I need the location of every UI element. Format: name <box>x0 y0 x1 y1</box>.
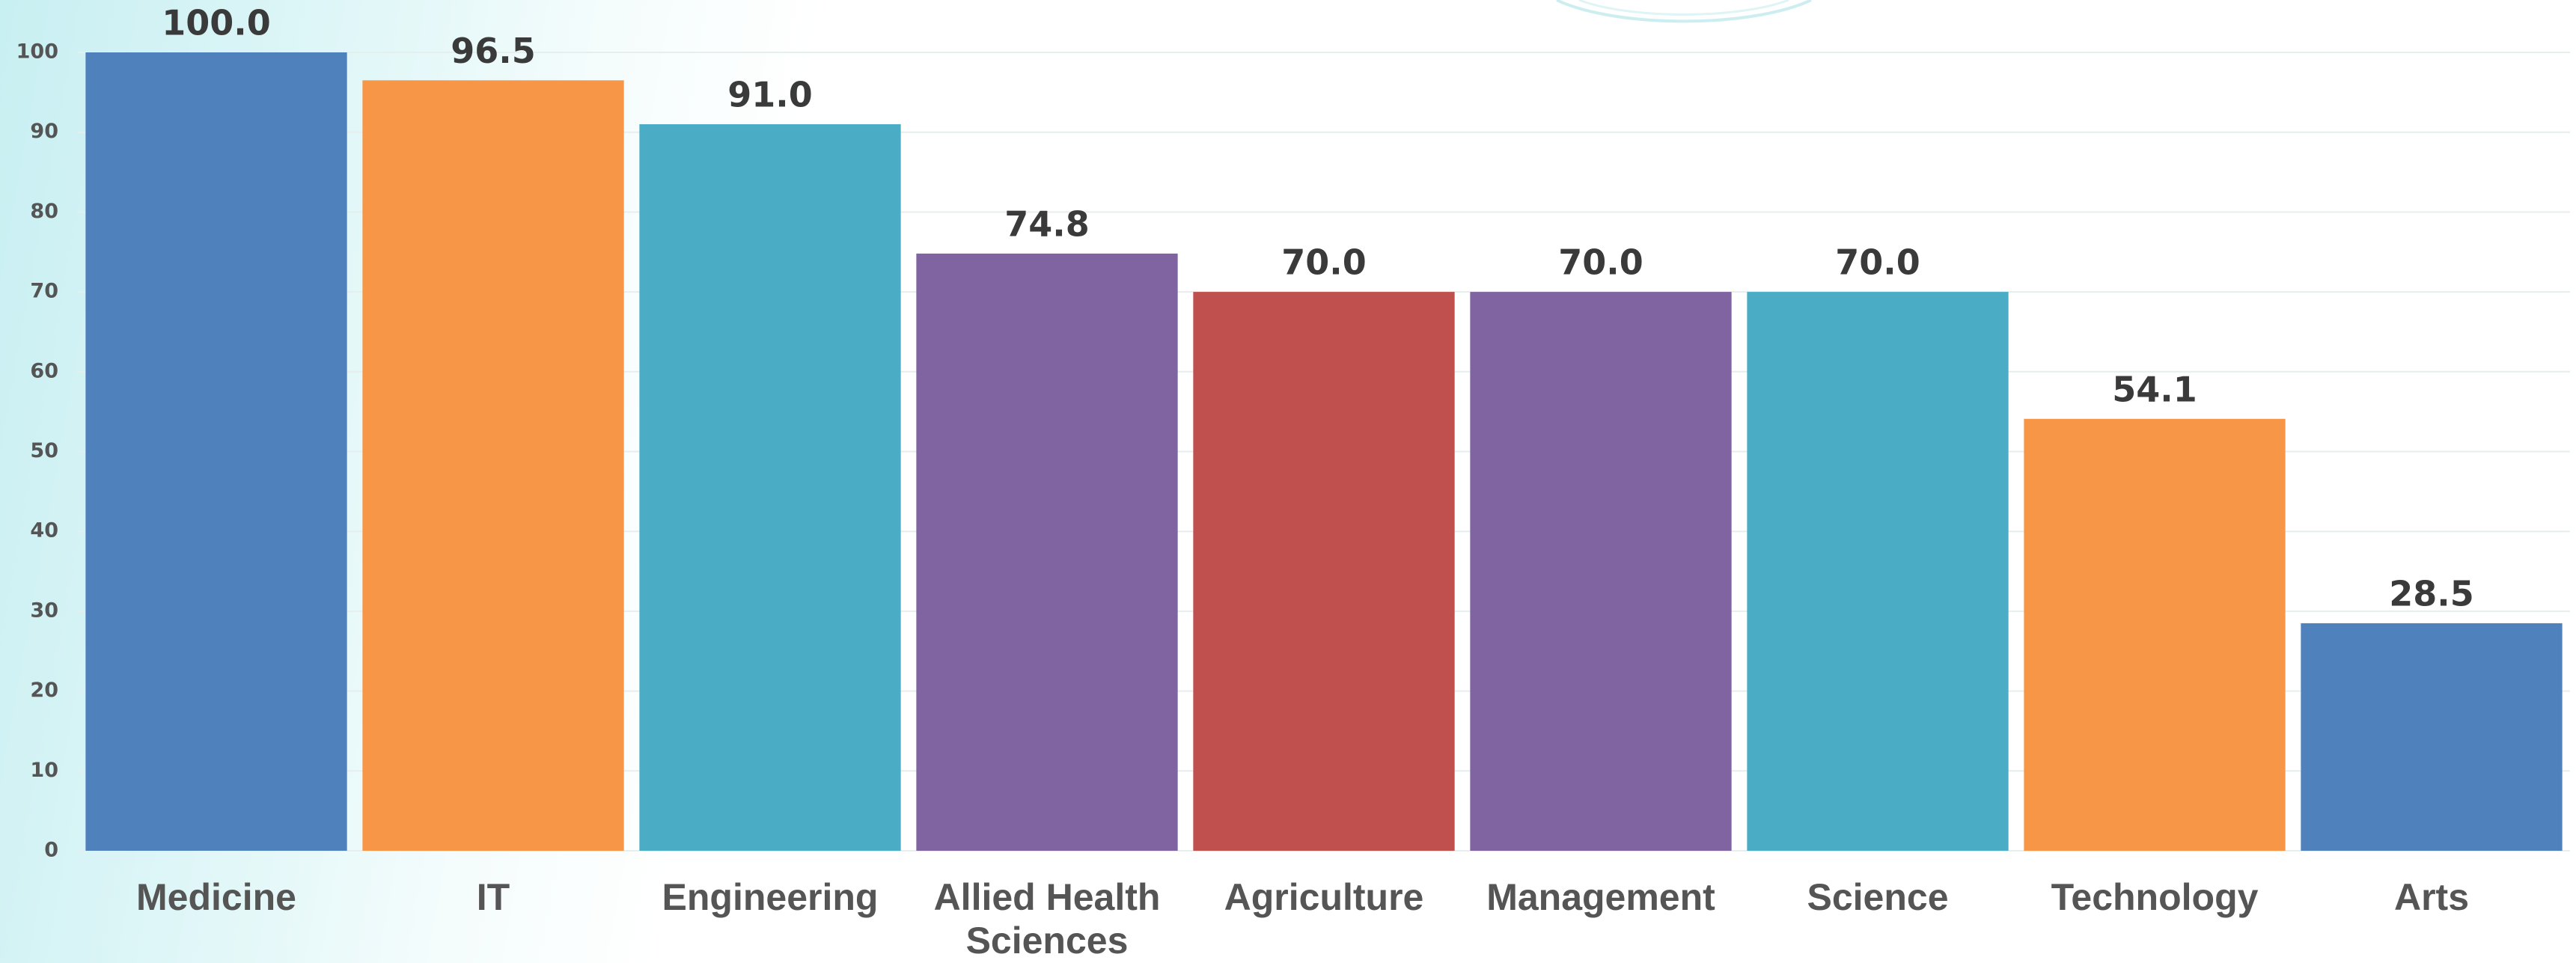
bar <box>916 253 1178 851</box>
y-tick-label: 20 <box>30 679 58 702</box>
x-tick-label: Medicine <box>136 876 296 918</box>
data-label: 54.1 <box>2112 369 2197 409</box>
bar <box>362 80 624 852</box>
bar <box>85 52 347 851</box>
y-tick-label: 100 <box>16 40 58 64</box>
y-tick-label: 50 <box>30 439 58 462</box>
bar <box>1470 292 1732 852</box>
x-tick-label: IT <box>476 876 510 918</box>
x-tick-label: Technology <box>2051 876 2259 918</box>
y-tick-label: 30 <box>30 599 58 622</box>
bar <box>2024 418 2286 851</box>
data-label: 70.0 <box>1558 242 1643 283</box>
x-tick-label: Management <box>1486 876 1715 918</box>
y-tick-label: 10 <box>30 759 58 782</box>
data-label: 70.0 <box>1281 242 1367 283</box>
data-label: 28.5 <box>2389 573 2474 614</box>
data-label: 70.0 <box>1835 242 1920 283</box>
data-label: 100.0 <box>162 3 271 43</box>
y-tick-label: 0 <box>44 839 58 862</box>
bar <box>639 124 901 851</box>
y-tick-label: 90 <box>30 120 58 143</box>
x-tick-label: Agriculture <box>1224 876 1424 918</box>
bar <box>2301 623 2563 851</box>
bar <box>1747 292 2009 852</box>
x-tick-label: Science <box>1807 876 1949 918</box>
x-tick-label: Engineering <box>662 876 879 918</box>
y-tick-label: 40 <box>30 519 58 542</box>
data-label: 91.0 <box>727 75 813 115</box>
data-label: 96.5 <box>451 31 536 71</box>
y-tick-label: 80 <box>30 200 58 223</box>
decoration <box>1556 0 1812 23</box>
x-tick-label: Arts <box>2393 876 2470 918</box>
decoration <box>1578 0 1789 16</box>
data-label: 74.8 <box>1004 204 1090 244</box>
y-tick-label: 60 <box>30 359 58 382</box>
x-tick-label: Allied Health Sciences <box>933 876 1161 962</box>
y-tick-label: 70 <box>30 280 58 303</box>
bar <box>1193 292 1455 852</box>
